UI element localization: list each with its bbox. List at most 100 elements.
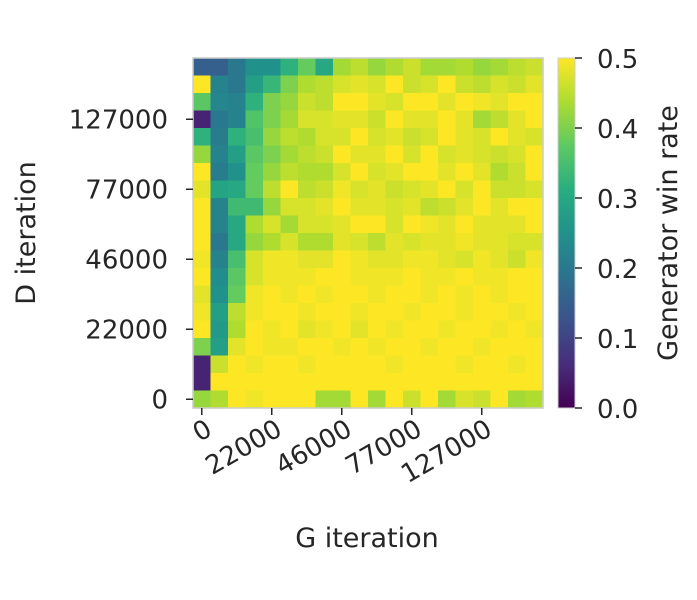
heatmap-cell — [403, 268, 422, 287]
y-axis: 0 22000 46000 77000 127000 — [69, 105, 193, 415]
heatmap-cell — [508, 128, 527, 147]
heatmap-cell — [228, 355, 247, 374]
heatmap-cell — [228, 163, 247, 182]
heatmap-cell — [385, 110, 404, 129]
heatmap-cell — [368, 58, 387, 77]
colorbar — [557, 57, 576, 409]
heatmap-cell — [315, 285, 334, 304]
heatmap-cell — [508, 75, 527, 94]
heatmap-cell — [245, 75, 264, 94]
heatmap-cell — [420, 303, 439, 322]
heatmap-cell — [508, 355, 527, 374]
heatmap-cell — [420, 75, 439, 94]
heatmap-cell — [350, 250, 369, 269]
heatmap-cell — [455, 390, 474, 409]
heatmap-cell — [490, 128, 509, 147]
heatmap-cell — [263, 373, 282, 392]
heatmap-cell — [280, 180, 299, 199]
heatmap-cell — [280, 233, 299, 252]
heatmap-cell — [263, 145, 282, 164]
heatmap-cell — [210, 390, 229, 409]
heatmap-cell — [490, 320, 509, 339]
heatmap-cell — [280, 93, 299, 112]
heatmap-cell — [245, 285, 264, 304]
colorbar-tick-label: 0.5 — [597, 45, 638, 75]
heatmap-cell — [455, 198, 474, 217]
heatmap-cell — [333, 355, 352, 374]
heatmap-cell — [193, 373, 212, 392]
heatmap-cell — [263, 268, 282, 287]
heatmap-cell — [490, 110, 509, 129]
heatmap-cell — [245, 145, 264, 164]
heatmap-cell — [263, 198, 282, 217]
heatmap-cell — [525, 163, 544, 182]
heatmap-cell — [298, 285, 317, 304]
heatmap-cell — [385, 198, 404, 217]
heatmap-cell — [473, 180, 492, 199]
heatmap-cell — [193, 215, 212, 234]
heatmap-cell — [473, 373, 492, 392]
heatmap-cell — [473, 250, 492, 269]
heatmap-cell — [298, 268, 317, 287]
heatmap-cell — [315, 320, 334, 339]
heatmap-cell — [228, 338, 247, 357]
heatmap-cell — [525, 58, 544, 77]
heatmap-cell — [385, 180, 404, 199]
heatmap-cell — [333, 320, 352, 339]
heatmap-cell — [245, 93, 264, 112]
heatmap-cell — [263, 180, 282, 199]
heatmap-cell — [508, 373, 527, 392]
heatmap-cell — [280, 128, 299, 147]
heatmap-cell — [333, 93, 352, 112]
heatmap-cell — [438, 215, 457, 234]
x-tick-label: 46000 — [271, 414, 358, 481]
heatmap-cell — [333, 233, 352, 252]
heatmap-cell — [473, 303, 492, 322]
heatmap-cell — [385, 75, 404, 94]
heatmap-cell — [420, 250, 439, 269]
heatmap-cell — [455, 75, 474, 94]
heatmap-cell — [368, 180, 387, 199]
heatmap-cell — [455, 163, 474, 182]
heatmap-cell — [298, 93, 317, 112]
heatmap-cell — [473, 338, 492, 357]
heatmap-cell — [473, 268, 492, 287]
heatmap-cell — [193, 163, 212, 182]
heatmap-cell — [420, 338, 439, 357]
heatmap-cell — [280, 250, 299, 269]
heatmap-cell — [525, 390, 544, 409]
heatmap-cell — [508, 233, 527, 252]
heatmap-cell — [228, 303, 247, 322]
heatmap-cell — [263, 285, 282, 304]
heatmap-cell — [333, 338, 352, 357]
heatmap-cell — [403, 128, 422, 147]
heatmap-cell — [508, 58, 527, 77]
heatmap-cell — [315, 93, 334, 112]
heatmap-cell — [298, 128, 317, 147]
heatmap-cell — [298, 198, 317, 217]
heatmap-cell — [490, 390, 509, 409]
heatmap-cell — [298, 233, 317, 252]
heatmap-cell — [420, 180, 439, 199]
heatmap-cell — [228, 198, 247, 217]
heatmap-cell — [298, 355, 317, 374]
heatmap-cell — [403, 320, 422, 339]
heatmap-cell — [490, 145, 509, 164]
heatmap-cell — [350, 110, 369, 129]
heatmap-cell — [508, 215, 527, 234]
heatmap-cell — [473, 75, 492, 94]
heatmap-cell — [298, 390, 317, 409]
heatmap-cell — [438, 163, 457, 182]
heatmap-cell — [228, 320, 247, 339]
heatmap-cell — [315, 58, 334, 77]
heatmap-cell — [455, 373, 474, 392]
heatmap-cell — [525, 180, 544, 199]
heatmap-cell — [490, 93, 509, 112]
heatmap-cell — [315, 110, 334, 129]
heatmap-cell — [228, 250, 247, 269]
heatmap-cell — [210, 128, 229, 147]
heatmap-cell — [210, 355, 229, 374]
heatmap-cell — [228, 390, 247, 409]
heatmap-cell — [280, 390, 299, 409]
